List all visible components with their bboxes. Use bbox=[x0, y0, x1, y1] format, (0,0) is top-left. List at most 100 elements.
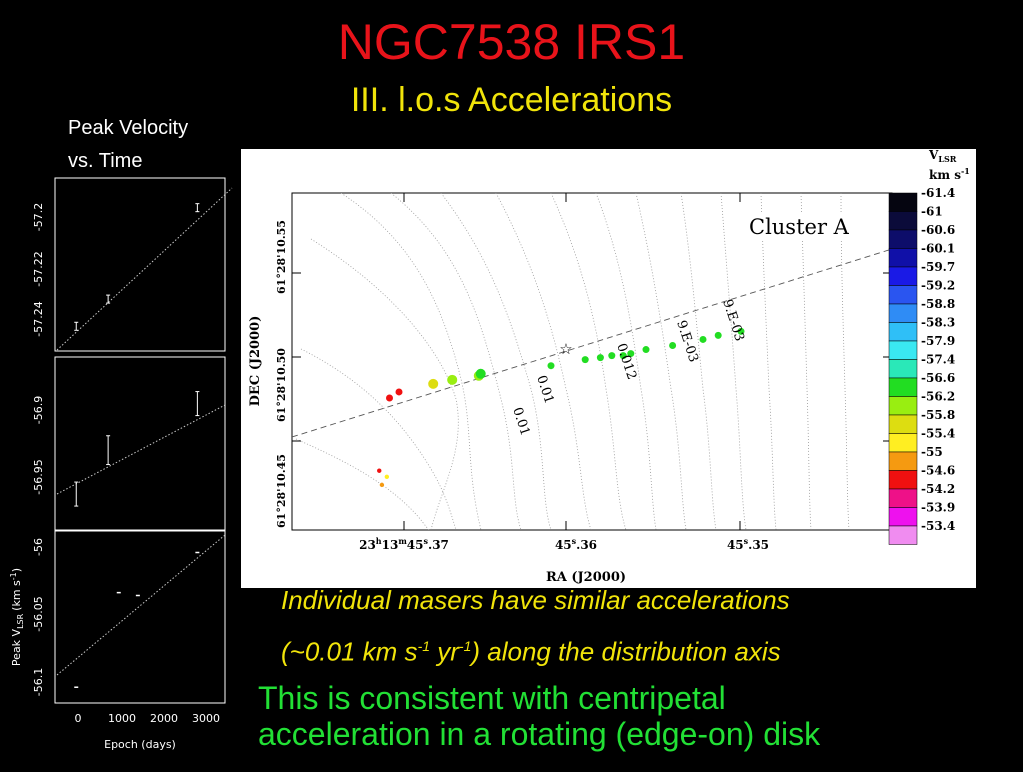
colorbar-title-v: V bbox=[928, 149, 939, 162]
colorbar-cell bbox=[888, 211, 918, 231]
maser-spot bbox=[447, 374, 458, 385]
maser-spot bbox=[714, 331, 722, 339]
slide-subtitle: III. l.o.s Accelerations bbox=[350, 81, 673, 119]
ra-tick-2-a: 45 bbox=[555, 538, 572, 552]
xtick-0: 0 bbox=[75, 712, 82, 725]
maser-spot bbox=[737, 327, 745, 335]
contour bbox=[440, 193, 552, 530]
cluster-label: Cluster A bbox=[749, 215, 850, 239]
contour bbox=[680, 193, 717, 530]
data-point bbox=[74, 481, 79, 507]
ra-tick-3-f: s bbox=[744, 536, 749, 546]
panel-3-ylabel: Peak VLSR (km s-1) bbox=[9, 568, 25, 666]
contour bbox=[760, 193, 777, 530]
conclusion-line-1: This is consistent with centripetal bbox=[258, 680, 726, 716]
colorbar-value: -56.2 bbox=[921, 390, 955, 404]
masers bbox=[377, 327, 745, 488]
ra-tick-3-g: .35 bbox=[748, 538, 769, 552]
caption-2-sup-1: -1 bbox=[417, 638, 431, 654]
colorbar-value: -60.1 bbox=[921, 242, 955, 256]
maser-spot bbox=[386, 394, 393, 402]
colorbar-unit-sup: -1 bbox=[961, 166, 970, 176]
dec-tick-3: 61°28'10.45 bbox=[275, 454, 288, 528]
colorbar-cell bbox=[888, 192, 918, 212]
maser-spot bbox=[642, 346, 650, 354]
panel-1-ytick-1: -57.2 bbox=[32, 203, 45, 231]
maser-spot bbox=[608, 352, 616, 360]
colorbar-value: -53.9 bbox=[921, 501, 955, 515]
maser-spot bbox=[669, 342, 677, 349]
colorbar-value: -58.8 bbox=[921, 297, 955, 311]
maser-spot bbox=[581, 356, 589, 364]
conclusion-line-2: acceleration in a rotating (edge-on) dis… bbox=[258, 716, 821, 752]
colorbar-cell bbox=[888, 451, 918, 471]
maser-spot bbox=[699, 335, 707, 343]
ra-tick-1-g: .37 bbox=[428, 538, 449, 552]
colorbar-value: -55 bbox=[921, 445, 943, 459]
colorbar-cell bbox=[888, 525, 918, 545]
panel-3-ytick-2: -56.05 bbox=[32, 596, 45, 631]
colorbar-unit: km s-1 bbox=[929, 166, 970, 182]
colorbar-title: VLSR bbox=[928, 149, 957, 164]
panel-2-ytick-2: -56.95 bbox=[32, 459, 45, 494]
velocity-colorbar: -61.4 -61 -60.6 -60.1 -59.7 -59.2 -58.8 -58.3 -5… bbox=[888, 186, 955, 545]
ra-tick-1-e: 45 bbox=[407, 538, 424, 552]
left-xlabel: Epoch (days) bbox=[104, 738, 176, 751]
colorbar-cell bbox=[888, 229, 918, 249]
slide-title: NGC7538 IRS1 bbox=[337, 14, 686, 70]
colorbar-cell bbox=[888, 470, 918, 490]
panel-3-frame bbox=[54, 530, 226, 704]
colorbar-value: -54.6 bbox=[921, 464, 955, 478]
ra-tick-2-g: .36 bbox=[576, 538, 597, 552]
colorbar-value: -58.3 bbox=[921, 316, 955, 330]
side-caption-line2: vs. Time bbox=[68, 150, 143, 172]
panel-1-frame bbox=[54, 177, 226, 352]
panel-1-fit-line bbox=[56, 187, 233, 351]
panel-2-fit-line bbox=[56, 404, 226, 495]
panel-3-ytick-3: -56.1 bbox=[32, 668, 45, 696]
panel-3: -56 -56.05 -56.1 Peak VLSR (km s-1) bbox=[9, 534, 226, 696]
central-star-icon: ☆ bbox=[559, 340, 572, 358]
cluster-label-bg bbox=[744, 212, 869, 240]
colorbar-value: -61 bbox=[921, 205, 943, 219]
conclusion: This is consistent with centripetal acce… bbox=[258, 680, 820, 752]
velocity-time-plots: -57.2 -57.22 -57.24 -56.9 -56.95 -56 -56… bbox=[0, 172, 240, 767]
contour bbox=[340, 193, 482, 530]
map-ylabel: DEC (J2000) bbox=[248, 316, 263, 407]
ylabel-unit: (km s bbox=[10, 580, 23, 611]
colorbar-cell bbox=[888, 507, 918, 527]
maser-spot bbox=[379, 482, 385, 488]
colorbar-cell bbox=[888, 488, 918, 508]
colorbar-value: -57.9 bbox=[921, 334, 955, 348]
distribution-axis bbox=[292, 248, 892, 438]
colorbar-cell bbox=[888, 396, 918, 416]
caption-2-part-b: yr bbox=[430, 636, 459, 667]
colorbar-value: -55.8 bbox=[921, 408, 955, 422]
colorbar-value: -60.6 bbox=[921, 223, 955, 237]
xtick-1000: 1000 bbox=[108, 712, 136, 725]
contour bbox=[635, 193, 687, 530]
side-caption-line1: Peak Velocity bbox=[68, 117, 189, 139]
contours bbox=[292, 193, 892, 530]
colorbar-value: -59.7 bbox=[921, 260, 955, 274]
velocity-time-svg: -57.2 -57.22 -57.24 -56.9 -56.95 -56 -56… bbox=[9, 177, 233, 751]
maser-map-svg: ☆ 0.01 0.01 0.012 9.E-03 9.E-03 Cluster … bbox=[248, 148, 970, 585]
panel-2-ytick-1: -56.9 bbox=[32, 396, 45, 424]
caption-2-part-a: (~0.01 km s bbox=[281, 636, 418, 667]
colorbar-value: -57.4 bbox=[921, 353, 955, 367]
colorbar-title-sub: LSR bbox=[938, 154, 956, 164]
ylabel-unit-sup: -1 bbox=[9, 572, 18, 580]
data-point bbox=[195, 391, 200, 417]
side-caption: Peak Velocity vs. Time bbox=[68, 112, 188, 178]
ra-tick-1-c: 13 bbox=[382, 538, 399, 552]
ra-tick-3-a: 45 bbox=[727, 538, 744, 552]
ra-tick-2-f: s bbox=[572, 536, 577, 546]
colorbar-value: -55.4 bbox=[921, 427, 955, 441]
map-xlabel: RA (J2000) bbox=[546, 570, 626, 585]
colorbar-value: -54.2 bbox=[921, 482, 955, 496]
data-point bbox=[74, 321, 79, 331]
ra-tick-1: 23h13m45s.37 bbox=[359, 536, 449, 552]
panel-1: -57.2 -57.22 -57.24 bbox=[32, 187, 233, 351]
colorbar-cell bbox=[888, 266, 918, 286]
contour bbox=[720, 193, 747, 530]
